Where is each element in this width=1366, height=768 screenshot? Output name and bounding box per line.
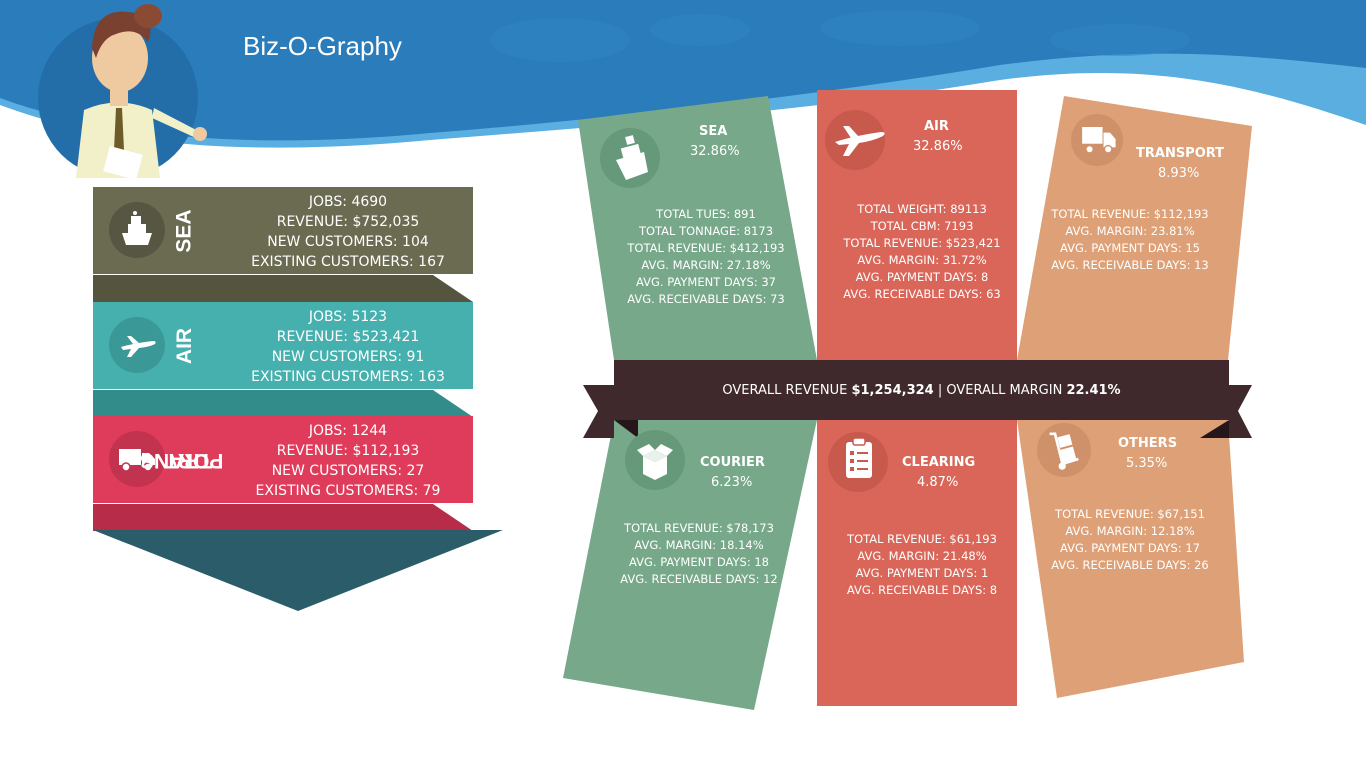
others-panel-percent: 5.35%: [1126, 456, 1168, 471]
sea-panel-name: SEA: [699, 124, 728, 139]
overall-revenue-label: OVERALL REVENUE: [722, 382, 848, 398]
overall-margin-value: 22.41%: [1066, 382, 1121, 398]
courier-panel-icon-circle: [625, 430, 685, 490]
sea-existing-customers: EXISTING CUSTOMERS: 167: [251, 254, 445, 270]
ship-icon: [122, 211, 152, 245]
businessman-illustration: [38, 4, 207, 180]
sea-summary-band: SEA JOBS: 4690 REVENUE: $752,035 NEW CUS…: [93, 187, 473, 274]
others-panel-icon-circle: [1037, 423, 1091, 477]
clearing-panel-name: CLEARING: [902, 455, 976, 470]
transport-summary-stats: JOBS: 1244 REVENUE: $112,193 NEW CUSTOME…: [223, 421, 473, 501]
sea-icon-circle: [109, 202, 165, 258]
others-panel-stats: TOTAL REVENUE: $67,151 AVG. MARGIN: 12.18…: [1051, 507, 1209, 572]
transport-existing-customers: EXISTING CUSTOMERS: 79: [255, 483, 441, 499]
truck-icon: [119, 449, 155, 472]
airplane-icon: [835, 126, 885, 156]
air-icon-circle: [109, 317, 165, 373]
air-summary-band: AIR JOBS: 5123 REVENUE: $523,421 NEW CUS…: [93, 302, 473, 389]
sea-panel-stats: TOTAL TUES: 891 TOTAL TONNAGE: 8173 TOTAL …: [627, 207, 785, 306]
transport-panel-percent: 8.93%: [1158, 166, 1200, 181]
air-existing-customers: EXISTING CUSTOMERS: 163: [251, 369, 445, 385]
overall-separator: |: [937, 382, 943, 398]
courier-panel-percent: 6.23%: [711, 475, 753, 490]
airplane-icon: [121, 336, 156, 357]
sea-revenue: REVENUE: $752,035: [276, 214, 420, 230]
transport-new-customers: NEW CUSTOMERS: 27: [271, 463, 425, 479]
sea-panel-icon-circle: [600, 128, 660, 188]
courier-panel-name: COURIER: [700, 455, 765, 470]
others-panel-name: OTHERS: [1118, 436, 1178, 451]
transport-panel-name: TRANSPORT: [1136, 146, 1225, 161]
clearing-panel-stats: TOTAL REVENUE: $61,193 AVG. MARGIN: 21.48…: [846, 532, 998, 597]
sea-panel-percent: 32.86%: [690, 144, 740, 159]
air-revenue: REVENUE: $523,421: [276, 329, 420, 345]
courier-panel-stats: TOTAL REVENUE: $78,173 AVG. MARGIN: 18.14…: [620, 521, 778, 586]
transport-panel-icon-circle: [1071, 114, 1123, 166]
transport-revenue: REVENUE: $112,193: [276, 443, 420, 459]
air-panel-icon-circle: [825, 110, 885, 170]
air-jobs: JOBS: 5123: [308, 309, 388, 325]
ship-icon: [616, 135, 648, 180]
clearing-panel-icon-circle: [828, 432, 888, 492]
air-panel-name: AIR: [924, 119, 949, 134]
app-title: Biz-O-Graphy: [243, 31, 402, 61]
transport-icon-circle: [109, 431, 165, 487]
air-new-customers: NEW CUSTOMERS: 91: [271, 349, 425, 365]
overall-revenue-value: $1,254,324: [851, 382, 934, 398]
sea-new-customers: NEW CUSTOMERS: 104: [267, 234, 429, 250]
overall-summary-ribbon: OVERALL REVENUE $1,254,324 | OVERALL MAR…: [614, 360, 1229, 420]
transport-panel-stats: TOTAL REVENUE: $112,193 AVG. MARGIN: 23.8…: [1051, 207, 1209, 272]
header-background: [0, 0, 1366, 148]
sea-summary-stats: JOBS: 4690 REVENUE: $752,035 NEW CUSTOME…: [223, 192, 473, 272]
overall-margin-label: OVERALL MARGIN: [946, 382, 1063, 398]
air-summary-stats: JOBS: 5123 REVENUE: $523,421 NEW CUSTOME…: [223, 307, 473, 387]
hand-truck-icon: [1049, 432, 1079, 470]
air-panel-percent: 32.86%: [913, 139, 963, 154]
sea-jobs: JOBS: 4690: [308, 194, 388, 210]
transport-jobs: JOBS: 1244: [308, 423, 388, 439]
air-panel-stats: TOTAL WEIGHT: 89113 TOTAL CBM: 7193 TOTAL …: [843, 202, 1001, 301]
truck-icon: [1082, 127, 1116, 154]
clipboard-icon: [846, 437, 872, 478]
box-icon: [637, 444, 673, 480]
clearing-panel-percent: 4.87%: [917, 475, 959, 490]
transport-summary-band: TRANS PORT JOBS: 1244 REVENUE: $112,193 N…: [93, 416, 473, 503]
